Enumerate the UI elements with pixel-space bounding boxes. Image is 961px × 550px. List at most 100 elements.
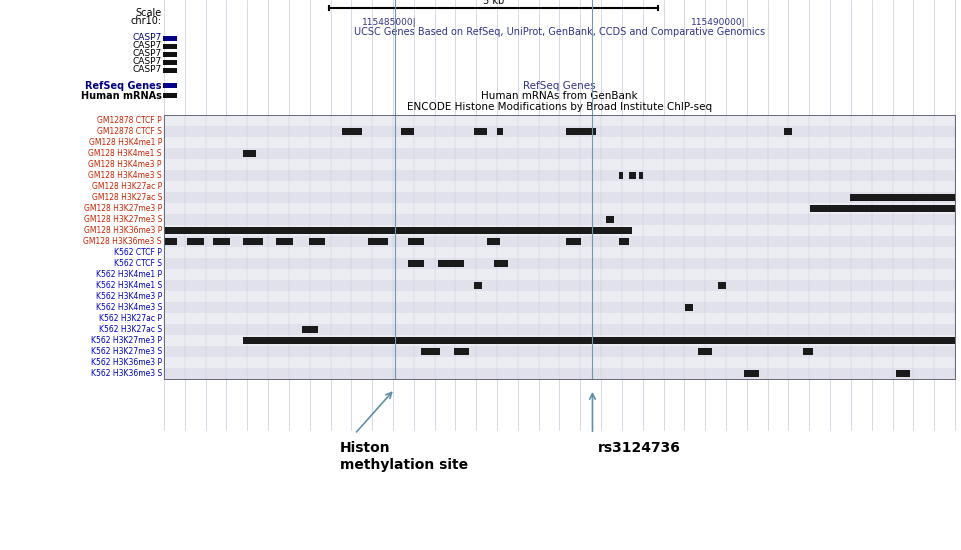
Bar <box>163 324 954 335</box>
Bar <box>163 247 954 258</box>
Bar <box>162 36 177 41</box>
Text: 115485000|: 115485000| <box>361 18 416 27</box>
Bar <box>849 194 954 201</box>
Bar <box>618 238 628 245</box>
Text: K562 H3K27ac P: K562 H3K27ac P <box>99 314 161 323</box>
Bar <box>163 269 954 280</box>
Text: chr10:: chr10: <box>131 16 161 26</box>
Bar <box>163 346 954 357</box>
Bar <box>186 238 204 245</box>
Bar <box>628 172 635 179</box>
Text: 5 kb: 5 kb <box>482 0 504 6</box>
Bar <box>163 181 954 192</box>
Bar <box>809 205 954 212</box>
Bar <box>486 238 500 245</box>
Text: CASP7: CASP7 <box>133 58 161 67</box>
Bar <box>565 238 580 245</box>
Bar <box>684 304 693 311</box>
Bar <box>163 280 954 291</box>
Bar <box>308 238 325 245</box>
Bar <box>407 260 424 267</box>
Bar <box>163 115 954 126</box>
Text: GM128 H3K27me3 P: GM128 H3K27me3 P <box>84 204 161 213</box>
Text: GM128 H3K27me3 S: GM128 H3K27me3 S <box>84 215 161 224</box>
Bar <box>213 238 230 245</box>
Bar <box>163 227 631 234</box>
Bar <box>163 236 954 247</box>
Bar <box>163 170 954 181</box>
Bar <box>243 238 262 245</box>
Text: CASP7: CASP7 <box>133 50 161 58</box>
Text: GM128 H3K27ac S: GM128 H3K27ac S <box>91 193 161 202</box>
Text: K562 H3K36me3 P: K562 H3K36me3 P <box>90 358 161 367</box>
Bar <box>437 260 463 267</box>
Bar <box>243 337 954 344</box>
Bar <box>163 258 954 269</box>
Bar <box>162 68 177 73</box>
Bar <box>302 326 317 333</box>
Text: GM128 H3K27ac P: GM128 H3K27ac P <box>91 182 161 191</box>
Bar <box>163 126 954 137</box>
Bar <box>163 203 954 214</box>
Bar <box>163 291 954 302</box>
Text: Human mRNAs: Human mRNAs <box>81 91 161 101</box>
Text: RefSeq Genes: RefSeq Genes <box>523 81 595 91</box>
Bar <box>163 368 954 379</box>
Bar <box>895 370 909 377</box>
Bar <box>276 238 292 245</box>
Text: K562 H3K36me3 S: K562 H3K36me3 S <box>90 369 161 378</box>
Bar <box>163 192 954 203</box>
Bar <box>163 225 954 236</box>
Bar <box>565 128 595 135</box>
Bar <box>697 348 712 355</box>
Bar <box>454 348 468 355</box>
Text: K562 CTCF S: K562 CTCF S <box>114 259 161 268</box>
Bar <box>162 43 177 48</box>
Text: CASP7: CASP7 <box>133 65 161 74</box>
Text: GM128 H3K4me1 S: GM128 H3K4me1 S <box>88 149 161 158</box>
Text: K562 H3K4me3 P: K562 H3K4me3 P <box>96 292 161 301</box>
Bar <box>163 115 954 379</box>
Text: methylation site: methylation site <box>339 458 467 472</box>
Bar <box>163 238 177 245</box>
Bar <box>717 282 726 289</box>
Text: GM12878 CTCF P: GM12878 CTCF P <box>97 116 161 125</box>
Text: K562 H3K27me3 P: K562 H3K27me3 P <box>91 336 161 345</box>
Text: K562 H3K27me3 S: K562 H3K27me3 S <box>90 347 161 356</box>
Bar <box>243 150 256 157</box>
Bar <box>638 172 643 179</box>
Bar <box>163 357 954 368</box>
Bar <box>163 302 954 313</box>
Text: K562 H3K4me3 S: K562 H3K4me3 S <box>95 303 161 312</box>
Text: Histon: Histon <box>339 441 390 455</box>
Text: K562 H3K4me1 P: K562 H3K4me1 P <box>96 270 161 279</box>
Text: GM128 H3K4me1 P: GM128 H3K4me1 P <box>88 138 161 147</box>
Bar <box>493 260 507 267</box>
Bar <box>163 159 954 170</box>
Text: RefSeq Genes: RefSeq Genes <box>86 81 161 91</box>
Text: GM128 H3K4me3 S: GM128 H3K4me3 S <box>88 171 161 180</box>
Text: K562 H3K27ac S: K562 H3K27ac S <box>99 325 161 334</box>
Bar <box>163 313 954 324</box>
Text: K562 CTCF P: K562 CTCF P <box>114 248 161 257</box>
Text: GM128 H3K4me3 P: GM128 H3K4me3 P <box>88 160 161 169</box>
Bar <box>618 172 622 179</box>
Bar <box>474 282 481 289</box>
Bar <box>162 93 177 98</box>
Bar <box>341 128 361 135</box>
Bar <box>163 148 954 159</box>
Bar <box>401 128 414 135</box>
Text: CASP7: CASP7 <box>133 34 161 42</box>
Text: GM12878 CTCF S: GM12878 CTCF S <box>97 127 161 136</box>
Text: ENCODE Histone Modifications by Broad Institute ChIP-seq: ENCODE Histone Modifications by Broad In… <box>407 102 711 112</box>
Bar <box>163 137 954 148</box>
Text: CASP7: CASP7 <box>133 41 161 51</box>
Bar <box>162 59 177 64</box>
Bar <box>162 83 177 88</box>
Bar <box>783 128 791 135</box>
Text: UCSC Genes Based on RefSeq, UniProt, GenBank, CCDS and Comparative Genomics: UCSC Genes Based on RefSeq, UniProt, Gen… <box>354 27 764 37</box>
Text: Scale: Scale <box>136 8 161 18</box>
Bar <box>162 52 177 57</box>
Bar <box>802 348 812 355</box>
Bar <box>163 335 954 346</box>
